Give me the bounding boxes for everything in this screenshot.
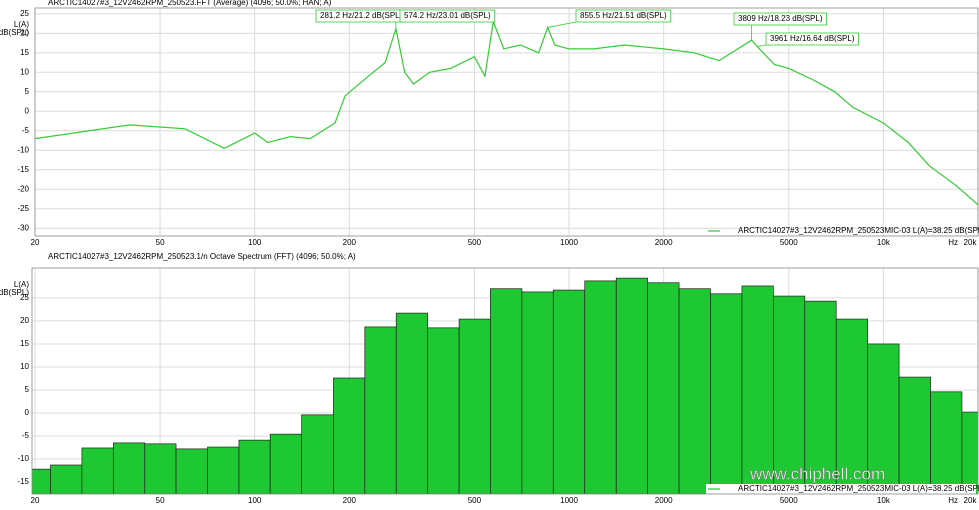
y-axis-label: dB(SPL) [0,28,29,37]
bar [961,411,978,494]
y-tick-label: -10 [17,145,29,154]
bar [144,443,177,494]
bar [898,376,931,494]
watermark: www.chiphell.com [749,464,885,483]
bar [269,433,302,494]
bar [458,318,491,494]
x-tick-label: 100 [248,238,262,247]
chart-title: ARCTIC14027#3_12V2462RPM_250523.1/n Octa… [48,252,356,261]
bar [395,312,429,494]
bar [615,277,648,494]
x-tick-label: 2000 [655,496,673,505]
bar [427,327,460,494]
annotation-leader [547,21,577,28]
x-tick-label: 200 [343,496,357,505]
y-tick-label: 15 [20,339,29,348]
bar [238,439,271,494]
legend-box [706,484,976,494]
x-tick-label: 1000 [560,496,578,505]
bar [364,326,397,494]
x-tick-label: 50 [156,238,165,247]
annotation-box [399,9,496,23]
x-tick-label: 50 [156,496,165,505]
annotation-box [575,9,672,23]
bar [175,448,208,494]
x-tick-label: 10k [877,496,891,505]
bar [552,289,586,494]
x-tick-label: 20 [31,496,40,505]
bar [490,288,523,494]
x-tick-label: 20k [964,496,978,505]
x-tick-label: 1000 [560,238,578,247]
plot-area [35,19,978,206]
y-tick-label: -10 [17,454,29,463]
annotation-text: 3961 Hz/16.64 dB(SPL) [770,34,855,43]
x-tick-label: 500 [468,238,482,247]
legend-label: ARCTIC14027#3_12V2462RPM_250523MIC-03 L(… [738,226,979,235]
x-tick-label: 5000 [780,238,798,247]
y-tick-label: -5 [22,431,30,440]
y-tick-label: -20 [17,184,29,193]
x-axis-label: Hz [948,238,958,247]
x-tick-label: 200 [343,238,357,247]
annotation-text: 855.5 Hz/21.51 dB(SPL) [580,11,667,20]
y-axis-label: L(A) [14,280,29,289]
bar [521,291,554,494]
bar [207,446,240,494]
x-axis-label: Hz [948,496,958,505]
bar [773,295,806,494]
x-tick-label: 500 [468,496,482,505]
y-tick-label: 20 [20,316,29,325]
bar [333,377,366,494]
x-tick-label: 10k [877,238,891,247]
y-tick-label: -5 [22,126,30,135]
annotation-leader [756,44,767,47]
bar [301,414,334,494]
plot-border [34,7,979,237]
bar [804,300,837,494]
bar [81,447,114,494]
annotation-text: 574.2 Hz/23.01 dB(SPL) [404,11,491,20]
bar [710,293,743,494]
x-tick-label: 20 [31,238,40,247]
x-tick-label: 20k [964,238,978,247]
x-tick-label: 100 [248,496,262,505]
annotation-text: 3809 Hz/18.23 dB(SPL) [738,14,823,23]
annotation-box [765,32,859,46]
y-tick-label: -25 [17,204,29,213]
bar [867,343,900,494]
x-tick-label: 2000 [655,238,673,247]
y-tick-label: 15 [20,48,29,57]
bar [112,442,146,494]
y-tick-label: 25 [20,293,29,302]
bar [50,464,83,494]
bar [741,285,774,494]
y-tick-label: -15 [17,477,29,486]
legend-label: ARCTIC14027#3_12V2462RPM_250523MIC-03 L(… [738,484,979,493]
y-axis-label: dB(SPL) [0,288,29,297]
line [35,19,978,206]
y-tick-label: -30 [17,223,29,232]
y-tick-label: 25 [20,9,29,18]
annotation-box [733,12,827,26]
x-tick-label: 5000 [780,496,798,505]
plot-border [31,267,979,495]
y-tick-label: 0 [25,106,30,115]
y-tick-label: -15 [17,165,29,174]
plot-area [32,277,978,494]
y-tick-label: 10 [20,67,29,76]
chart-title: ARCTIC14027#3_12V2462RPM_250523.FFT (Ave… [48,0,332,7]
annotation-text: 281.2 Hz/21.2 dB(SPL) [320,11,403,20]
y-axis-label: L(A) [14,20,29,29]
y-tick-label: 20 [20,28,29,37]
y-tick-label: 5 [25,87,30,96]
bar [930,391,963,494]
y-tick-label: 0 [25,408,30,417]
bar [584,280,617,494]
bar [647,282,680,494]
y-tick-label: 10 [20,362,29,371]
y-tick-label: 5 [25,385,30,394]
bar [678,288,711,494]
